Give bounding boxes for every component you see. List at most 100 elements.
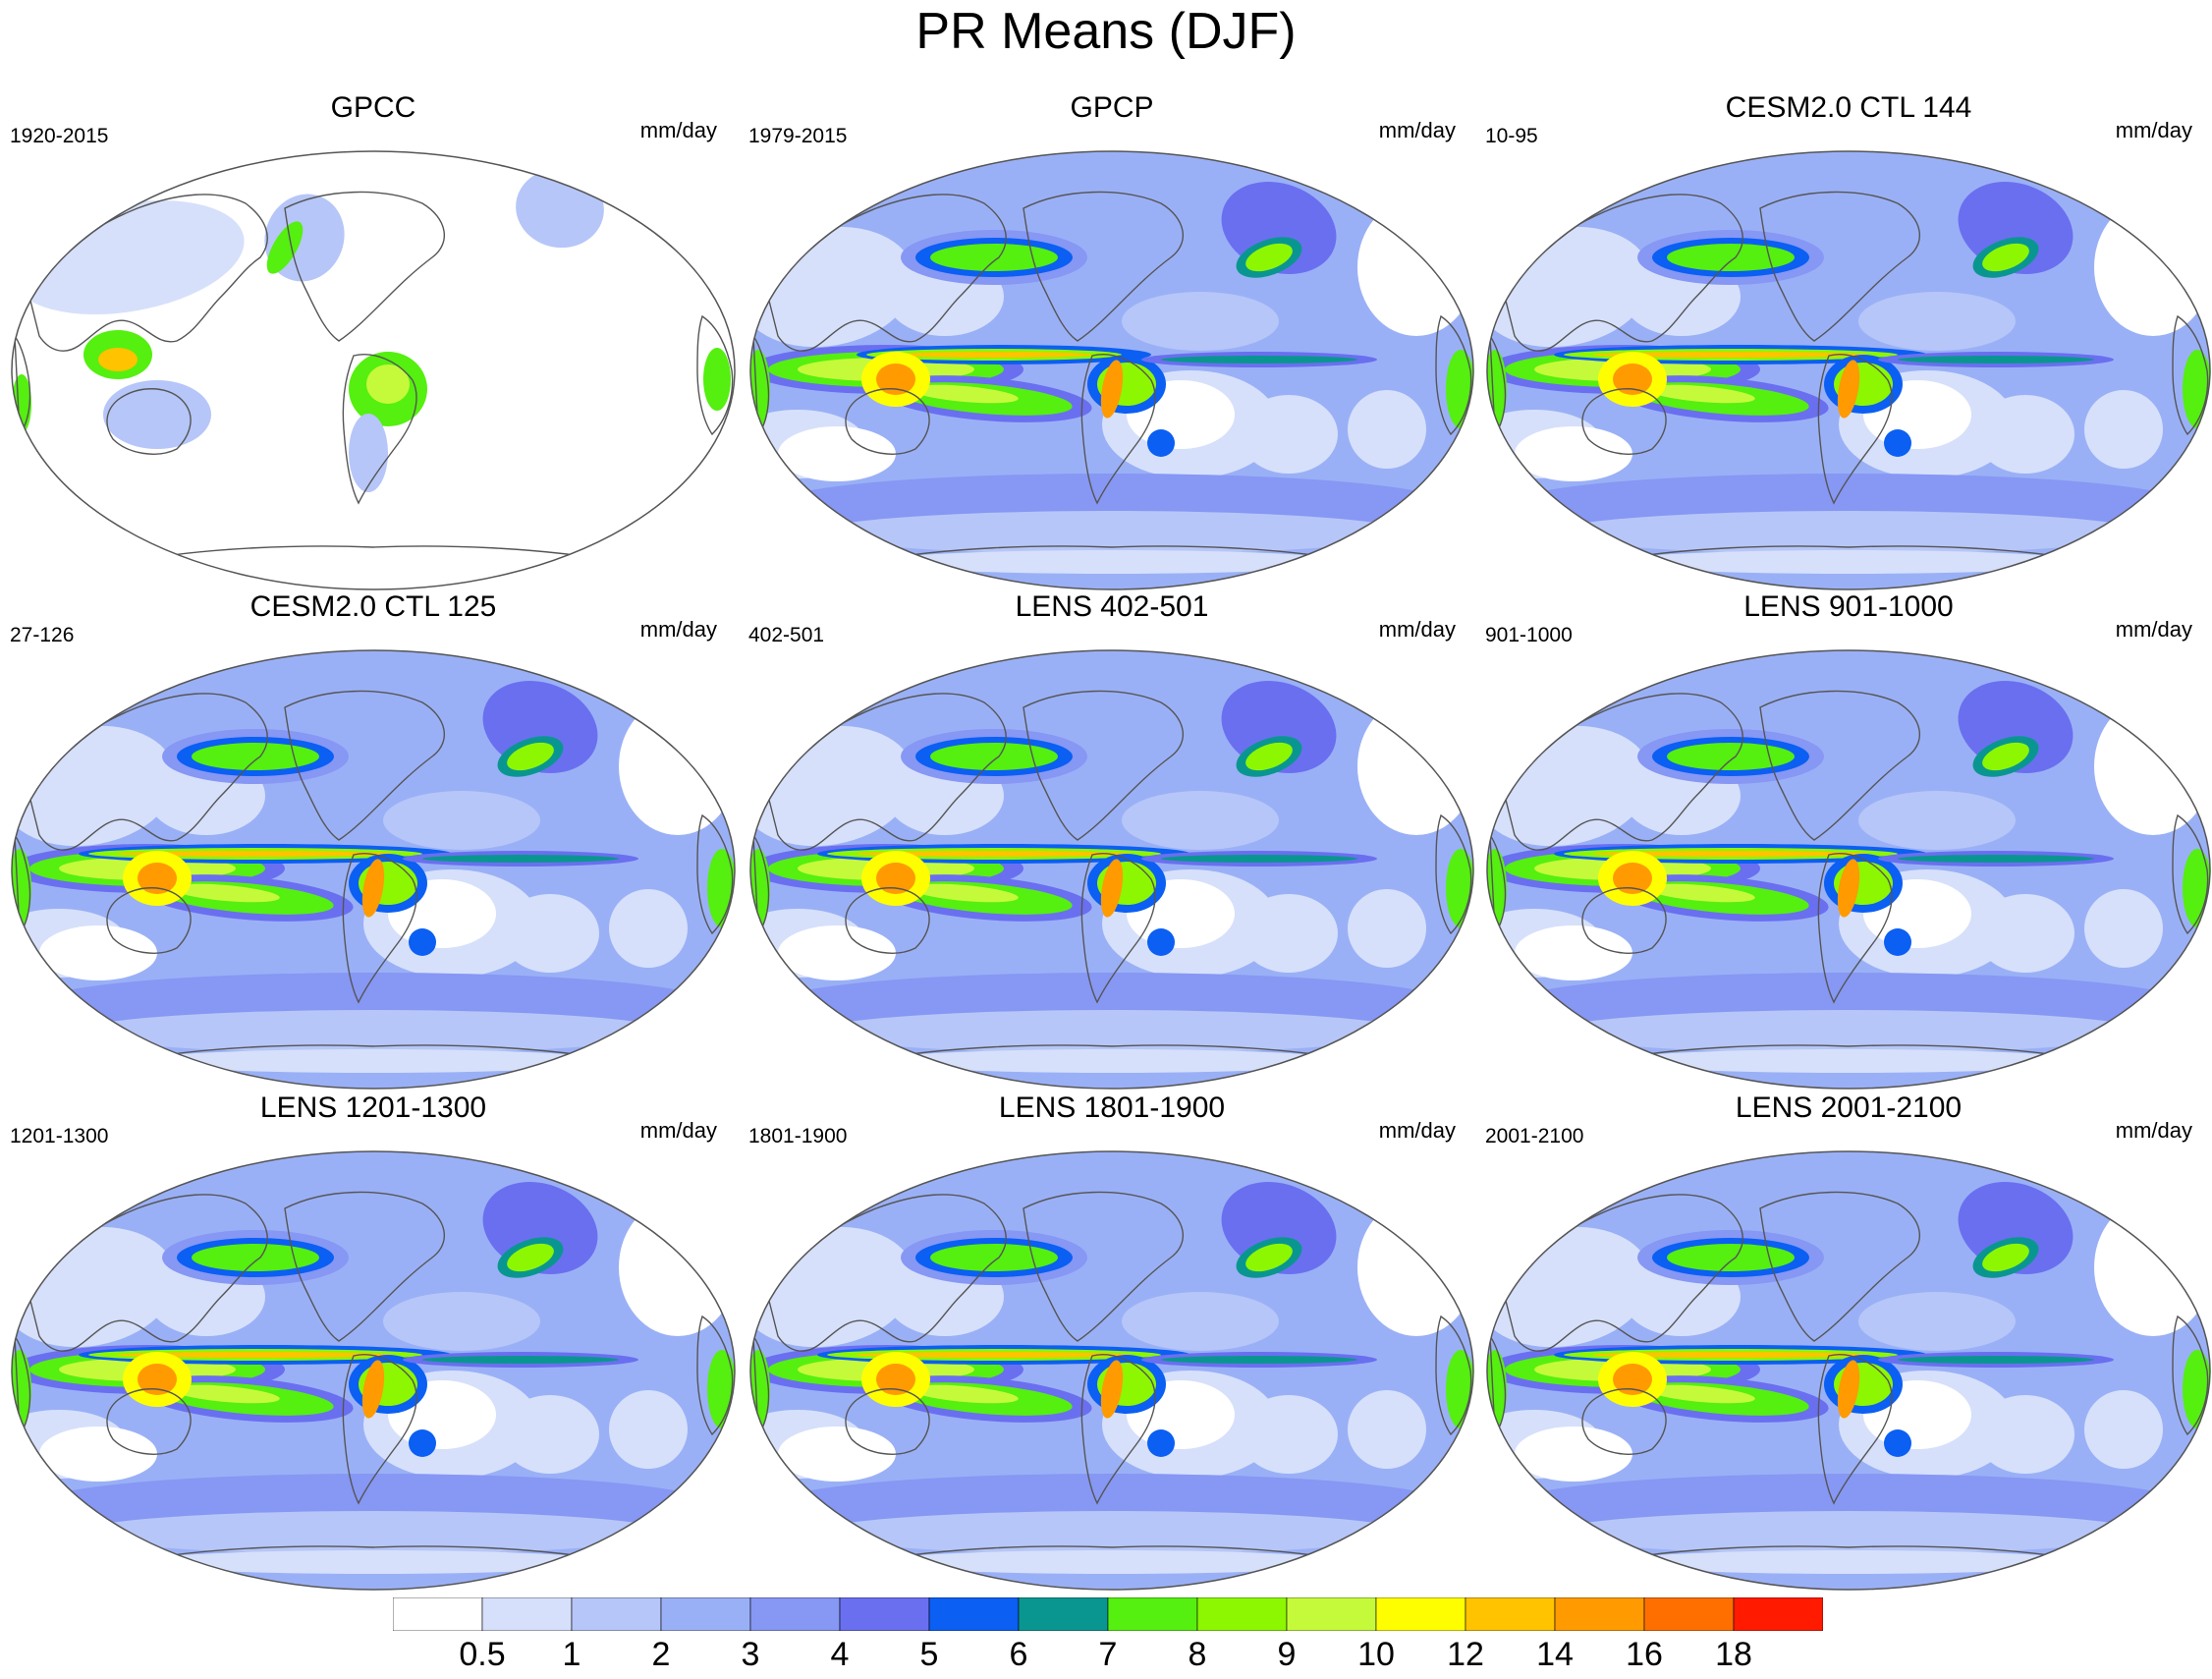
coastline: [696, 1315, 734, 1436]
southern-band: [1613, 550, 2084, 574]
dry-zone: [2094, 1199, 2210, 1336]
coastline: [1817, 1354, 1893, 1505]
dry-zone: [501, 894, 599, 973]
colorbar-swatch: [481, 1597, 573, 1631]
colorbar-tick-label: 0.5: [459, 1636, 506, 1673]
coastline: [1080, 853, 1156, 1004]
andes-rain: [1837, 859, 1860, 918]
andes-rain: [361, 1360, 385, 1419]
coastline: [845, 887, 930, 954]
coastline: [1023, 690, 1184, 841]
southern-band: [1554, 511, 2143, 554]
southern-band: [79, 1511, 668, 1554]
map-panel: CESM2.0 CTL 125 27-126 mm/day: [10, 589, 737, 1091]
map-border: [749, 1150, 1474, 1591]
colorbar-tick-label: 9: [1277, 1636, 1297, 1673]
dry-zone: [619, 1199, 735, 1336]
colorbar-swatch: [660, 1597, 751, 1631]
coastline: [284, 191, 445, 342]
storm-track: [1245, 243, 1293, 272]
coastline: [1759, 191, 1920, 342]
atlantic-itcz: [1161, 855, 1357, 863]
dry-zone: [778, 1427, 896, 1482]
colorbar-swatch: [1196, 1597, 1288, 1631]
dry-zone: [2084, 1390, 2163, 1469]
colorbar-swatch: [1375, 1597, 1466, 1631]
coastline: [28, 693, 268, 851]
dry-zone: [2084, 390, 2163, 469]
coastline: [767, 194, 1007, 352]
dry-zone: [778, 925, 896, 980]
panel-title: GPCP: [1070, 91, 1154, 124]
panel-title: LENS 402-501: [1015, 590, 1209, 623]
dry-zone: [1348, 390, 1426, 469]
maritime-continent: [876, 364, 915, 395]
southern-band: [876, 550, 1348, 574]
coastline: [28, 1194, 268, 1352]
panel-period: 1920-2015: [10, 125, 109, 147]
dry-zone: [1858, 292, 2016, 351]
dry-zone: [1357, 698, 1473, 835]
precip-field: [1487, 1151, 2210, 1590]
panel-period: 1979-2015: [748, 125, 848, 147]
map-panel: LENS 1801-1900 1801-1900 mm/day: [748, 1091, 1475, 1592]
maritime-continent: [1613, 863, 1652, 894]
panel-title: LENS 901-1000: [1743, 590, 1954, 623]
dry-zone: [383, 791, 540, 850]
itcz: [896, 352, 1092, 358]
dry-zone: [1858, 1292, 2016, 1351]
storm-track: [1245, 742, 1293, 771]
map-plot: [749, 649, 1474, 1090]
dry-zone: [1976, 1395, 2074, 1474]
southern-band: [876, 1550, 1348, 1574]
maritime-continent: [138, 863, 177, 894]
coastline: [127, 545, 620, 563]
coastline: [1023, 191, 1184, 342]
coastline: [2172, 1315, 2209, 1436]
atlantic-itcz: [1898, 1356, 2094, 1364]
coastline: [1581, 887, 1667, 954]
spcz: [911, 384, 1019, 404]
panel-period: 1801-1900: [748, 1125, 848, 1147]
maritime-continent: [138, 1364, 177, 1395]
coastline: [1602, 1044, 2095, 1062]
map-plot: [1486, 1150, 2211, 1591]
panel-units: mm/day: [639, 617, 717, 642]
coastline: [2172, 813, 2209, 935]
colorbar-tick-label: 2: [651, 1636, 671, 1673]
storm-track: [930, 743, 1058, 770]
atlantic-spot: [409, 1429, 436, 1457]
map-border: [11, 1150, 736, 1591]
dry-zone: [619, 698, 735, 835]
colorbar-tick-label: 14: [1536, 1636, 1574, 1673]
coastline: [342, 853, 417, 1004]
spcz: [1647, 883, 1755, 903]
panel-period: 10-95: [1485, 125, 1538, 147]
panel-units: mm/day: [1378, 617, 1456, 642]
dry-zone: [1348, 1390, 1426, 1469]
panel-period: 1201-1300: [10, 1125, 109, 1147]
coastline: [1759, 1191, 1920, 1342]
precip-field: [1487, 151, 2210, 589]
spcz: [172, 883, 280, 903]
coastline: [106, 388, 192, 455]
coastline: [1023, 1191, 1184, 1342]
panel-title: LENS 1801-1900: [998, 1091, 1226, 1124]
spcz: [1647, 1384, 1755, 1404]
southern-band: [79, 1010, 668, 1053]
land-rain: [349, 414, 388, 492]
southern-band: [817, 1511, 1407, 1554]
dry-zone: [2084, 889, 2163, 968]
precip-field: [750, 151, 1473, 589]
colorbar-tick-label: 7: [1098, 1636, 1118, 1673]
panel-title: CESM2.0 CTL 125: [249, 590, 497, 623]
coastline: [1602, 545, 2095, 563]
atlantic-spot: [1147, 928, 1175, 956]
dry-zone: [2094, 198, 2210, 336]
southern-band: [138, 1049, 609, 1073]
coastline: [2172, 314, 2209, 436]
map-panel: LENS 402-501 402-501 mm/day: [748, 589, 1475, 1091]
spcz: [911, 1384, 1019, 1404]
dry-zone: [1122, 292, 1279, 351]
map-panel: LENS 2001-2100 2001-2100 mm/day: [1485, 1091, 2212, 1592]
